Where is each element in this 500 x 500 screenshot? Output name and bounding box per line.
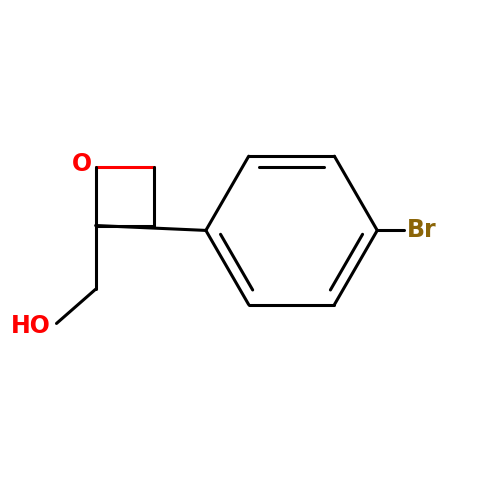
- Text: O: O: [72, 152, 92, 176]
- Text: Br: Br: [406, 218, 436, 242]
- Text: HO: HO: [10, 314, 50, 338]
